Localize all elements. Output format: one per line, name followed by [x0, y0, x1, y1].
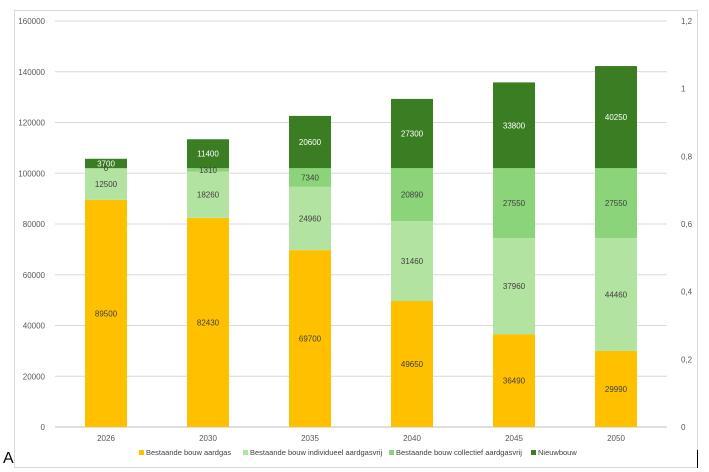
x-tick-label: 2040	[403, 434, 421, 443]
y-tick-label: 20000	[23, 372, 46, 381]
bar-segment	[187, 171, 229, 218]
data-label: 37960	[503, 282, 526, 291]
bar-segment	[85, 168, 127, 200]
data-label: 3700	[97, 159, 115, 168]
bar-segment	[187, 139, 229, 169]
data-label: 27300	[401, 130, 424, 139]
legend-swatch	[139, 450, 144, 455]
bar-segment	[493, 238, 535, 335]
data-label: 7340	[301, 173, 319, 182]
y-tick-label: 40000	[23, 322, 46, 331]
legend-label: Bestaande bouw collectief aardgasvrij	[396, 448, 522, 457]
bar-segment	[187, 168, 229, 172]
bar-segment	[85, 199, 127, 427]
x-tick-label: 2026	[97, 434, 115, 443]
bar-segment	[391, 221, 433, 302]
data-label: 20600	[299, 138, 322, 147]
legend-swatch	[243, 450, 248, 455]
bar-segment	[85, 158, 127, 169]
bar-segment	[595, 168, 637, 239]
data-label: 89500	[95, 309, 118, 318]
bar-segment	[187, 217, 229, 427]
data-label: 27550	[605, 199, 628, 208]
bar-segment	[289, 168, 331, 187]
y2-tick-label: 0,8	[681, 152, 693, 161]
stacked-bar-chart: 8950012500037008243018260131011400697002…	[18, 17, 693, 457]
y2-tick-label: 0,6	[681, 220, 693, 229]
bar-segment	[595, 238, 637, 351]
data-label: 69700	[299, 335, 322, 344]
legend-swatch	[531, 450, 536, 455]
chart-frame: 89500 12500 0 3700 82430 18260 1310 11400 69700 2…	[14, 10, 698, 468]
bar-segment	[391, 168, 433, 222]
x-tick-label: 2045	[505, 434, 523, 443]
y-tick-label: 100000	[18, 169, 45, 178]
bar-segment	[595, 350, 637, 427]
x-tick-label: 2050	[607, 434, 625, 443]
data-label: 29990	[605, 385, 628, 394]
data-label: 1310	[199, 166, 217, 175]
legend-label: Bestaande bouw individueel aardgasvrij	[250, 448, 383, 457]
bar-segment	[493, 334, 535, 427]
legend-label: Bestaande bouw aardgas	[146, 448, 231, 457]
data-label: 12500	[95, 180, 118, 189]
x-tick-label: 2030	[199, 434, 217, 443]
y-tick-label: 60000	[23, 271, 46, 280]
bar-segment	[289, 250, 331, 427]
legend-swatch	[389, 450, 394, 455]
y-tick-label: 0	[41, 423, 46, 432]
x-tick-label: 2035	[301, 434, 319, 443]
y-tick-label: 140000	[18, 68, 45, 77]
y-tick-label: 120000	[18, 119, 45, 128]
corner-letter: A	[3, 450, 14, 467]
data-label: 11400	[197, 150, 219, 159]
bar-segment	[391, 98, 433, 169]
y-tick-label: 80000	[23, 220, 46, 229]
legend-label: Nieuwbouw	[538, 448, 577, 457]
bar-segment	[289, 186, 331, 251]
data-label: 0	[104, 164, 109, 173]
data-label: 33800	[503, 121, 526, 130]
data-label: 49650	[401, 360, 424, 369]
bar-segment	[391, 301, 433, 427]
y2-tick-label: 0,4	[681, 288, 693, 297]
y2-tick-label: 1,2	[681, 17, 693, 26]
data-label: 44460	[605, 290, 628, 299]
y2-tick-label: 0	[681, 423, 686, 432]
y2-tick-label: 1	[681, 85, 686, 94]
data-label: 18260	[197, 191, 220, 200]
data-label: 24960	[299, 214, 322, 223]
data-label: 27550	[503, 199, 526, 208]
data-label: 20890	[401, 191, 424, 200]
bar-segment	[493, 82, 535, 169]
data-label: 36490	[503, 377, 526, 386]
y2-tick-label: 0,2	[681, 355, 693, 364]
bar-segment	[289, 115, 331, 169]
y-tick-label: 160000	[18, 17, 45, 26]
bar-segment	[493, 168, 535, 239]
data-label: 82430	[197, 318, 220, 327]
bar-segment	[595, 66, 637, 169]
data-label: 40250	[605, 113, 628, 122]
right-rule	[697, 450, 698, 468]
data-label: 31460	[401, 257, 424, 266]
